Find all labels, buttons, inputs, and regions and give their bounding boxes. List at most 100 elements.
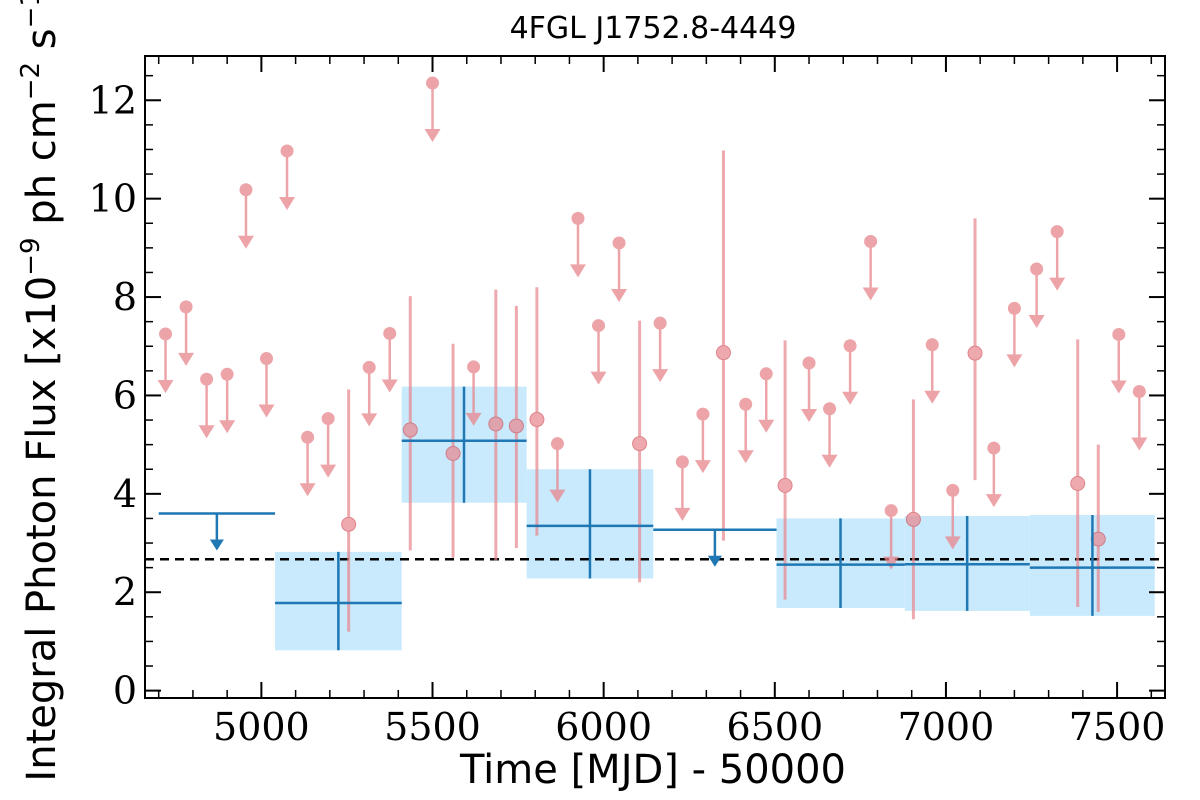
y-tick-label: 6 <box>113 373 137 417</box>
fine-upper-limit-arrow <box>299 483 316 497</box>
fine-upper-limit <box>590 319 607 385</box>
fine-upper-limit <box>842 339 859 405</box>
fine-detection-marker <box>508 418 524 434</box>
fine-upper-limit-arrow <box>279 196 296 210</box>
fine-upper-limit-marker <box>239 183 253 197</box>
y-tick-label: 4 <box>113 472 137 516</box>
fine-upper-limit-arrow <box>1131 437 1148 451</box>
fine-upper-limit <box>569 211 586 278</box>
fine-upper-limit-marker <box>571 211 585 225</box>
fine-upper-limit-marker <box>1007 301 1021 315</box>
fine-upper-limit-arrow <box>258 404 275 418</box>
fine-upper-limit <box>361 360 378 427</box>
coarse-upper-limit-arrow <box>209 539 224 551</box>
fine-upper-limit-marker <box>301 430 315 444</box>
fine-upper-limit <box>1028 262 1045 329</box>
fine-detection-marker <box>632 436 648 452</box>
fine-upper-limit <box>924 338 941 404</box>
fine-upper-limit-marker <box>426 76 440 90</box>
fine-detection-marker <box>715 345 731 361</box>
fine-upper-limit-marker <box>864 234 878 248</box>
x-axis-ticks: 5000 5500 6000 6500 7000 7500 <box>157 56 1166 749</box>
fine-upper-limit <box>279 144 296 210</box>
fine-upper-limit-marker <box>321 412 335 426</box>
fine-upper-limit <box>1110 327 1127 394</box>
x-tick-label: 6500 <box>726 705 823 749</box>
y-axis-ticks: 0 2 4 6 8 10 12 <box>89 74 1165 713</box>
fine-upper-limit-marker <box>759 367 773 381</box>
x-tick-label: 6000 <box>555 705 652 749</box>
fine-detection-marker <box>402 422 418 438</box>
fine-upper-limit-marker <box>200 372 214 386</box>
x-tick-label: 7500 <box>1069 705 1166 749</box>
fine-upper-limit-arrow <box>424 129 441 143</box>
fine-upper-limit-marker <box>1030 262 1044 276</box>
fine-upper-limit-arrow <box>157 379 174 393</box>
fine-upper-limit-arrow <box>944 536 961 550</box>
fine-upper-limit-arrow <box>883 556 900 570</box>
fine-upper-limit-arrow <box>985 494 1002 508</box>
fine-upper-limit <box>1131 385 1148 451</box>
x-tick-label: 7000 <box>898 705 995 749</box>
fine-detection <box>341 389 357 632</box>
fine-detection-marker <box>488 416 504 432</box>
fine-upper-limit <box>157 327 174 393</box>
fine-detection <box>402 296 418 551</box>
fine-detection <box>1070 339 1086 607</box>
fine-upper-limit <box>381 326 398 393</box>
fine-upper-limit <box>862 234 879 301</box>
fine-upper-limit-marker <box>1132 385 1146 399</box>
fine-detection-marker <box>445 445 461 461</box>
fine-upper-limit-marker <box>159 327 173 341</box>
fine-upper-limit-arrow <box>842 391 859 405</box>
fine-detection-marker <box>777 477 793 493</box>
fine-upper-limit <box>801 356 818 422</box>
fine-upper-limit-arrow <box>590 371 607 385</box>
plot-frame <box>144 55 1166 699</box>
fine-upper-limit-marker <box>383 326 397 340</box>
fine-upper-limit <box>178 300 195 366</box>
fine-detection <box>1090 444 1106 612</box>
y-tick-label: 10 <box>89 177 137 221</box>
fine-upper-limit-marker <box>362 360 376 374</box>
fine-upper-limit <box>674 455 691 521</box>
fine-upper-limit-marker <box>260 352 274 366</box>
coarse-upper-limit-arrow <box>707 555 722 567</box>
fine-upper-limit-marker <box>1050 225 1064 239</box>
fine-detection <box>632 320 648 583</box>
fine-upper-limit <box>1049 225 1066 291</box>
coarse-bin-layer <box>158 386 1155 651</box>
fine-detection <box>445 343 461 558</box>
fine-upper-limit-arrow <box>381 379 398 393</box>
fine-detection <box>777 340 793 600</box>
fine-upper-limit-marker <box>696 407 710 421</box>
fine-detection-marker <box>341 516 357 532</box>
fine-upper-limit-marker <box>179 300 193 314</box>
fine-upper-limit-marker <box>653 316 667 330</box>
fine-upper-limit-marker <box>592 319 606 333</box>
fine-detection <box>715 150 731 541</box>
fine-upper-limit-arrow <box>821 454 838 468</box>
fine-upper-limit-marker <box>843 339 857 353</box>
y-axis-label: Integral Photon Flux [x10−9 ph cm−2 s−1] <box>16 0 65 782</box>
fine-upper-limit-marker <box>675 455 689 469</box>
fine-upper-limit <box>198 372 215 439</box>
fine-detection <box>967 218 983 481</box>
fine-upper-limit-arrow <box>219 420 236 434</box>
fine-detection-marker <box>1070 476 1086 492</box>
fine-upper-limit <box>299 430 316 497</box>
fine-detection-marker <box>529 412 545 428</box>
fine-upper-limit <box>320 412 337 478</box>
fine-upper-limit-arrow <box>237 235 254 249</box>
y-tick-label: 2 <box>113 570 137 614</box>
fine-upper-limit-arrow <box>361 413 378 427</box>
fine-upper-limit <box>883 504 900 570</box>
fine-upper-limit <box>611 236 628 302</box>
fine-detection-marker <box>967 345 983 361</box>
fine-upper-limit <box>652 316 669 383</box>
fine-upper-limit <box>985 441 1002 508</box>
fine-upper-limit <box>737 397 754 464</box>
fine-upper-limit-marker <box>280 144 294 158</box>
fine-upper-limit-arrow <box>737 450 754 464</box>
